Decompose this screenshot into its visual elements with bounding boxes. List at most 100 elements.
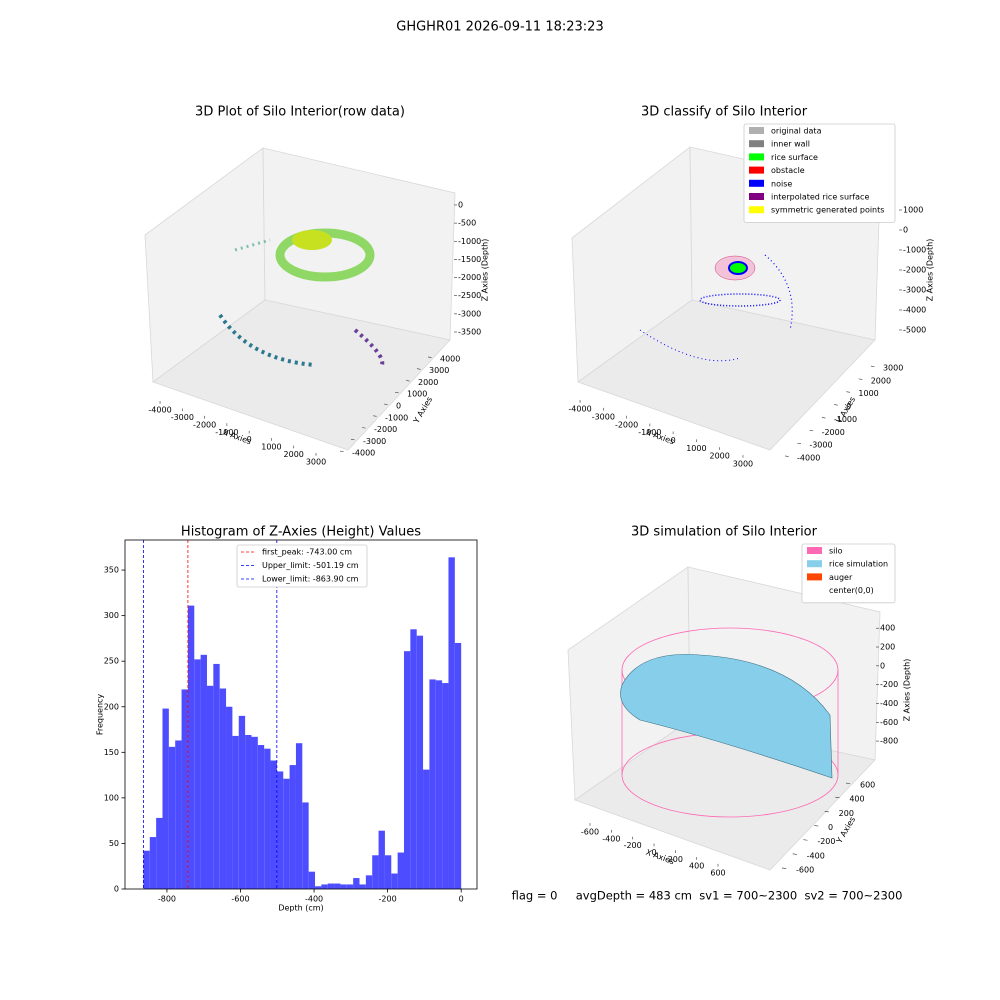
y-tick-label: -4000	[797, 453, 820, 462]
bar	[435, 680, 443, 889]
x-tick-label: 600	[710, 868, 725, 877]
bar	[232, 735, 239, 889]
legend-box	[801, 543, 896, 604]
bar	[162, 708, 169, 889]
bar	[454, 642, 462, 889]
y-tick-label: 100	[104, 793, 119, 802]
y-tick-label: 200	[839, 809, 854, 818]
chart-title: Histogram of Z-Axies (Height) Values	[181, 525, 421, 540]
legend-label: Upper_limit: -501.19 cm	[262, 561, 359, 570]
bar	[308, 871, 316, 889]
legend-swatch	[749, 166, 764, 174]
chart-title: 3D simulation of Silo Interior	[631, 525, 818, 540]
y-tick-label: -3000	[809, 441, 832, 450]
plot-frame	[124, 539, 478, 890]
bar	[289, 765, 296, 889]
legend-label: Lower_limit: -863.90 cm	[262, 575, 359, 584]
y-tick	[824, 811, 829, 813]
x-tick-label: -2000	[193, 420, 216, 429]
z-tick-label: -600	[880, 718, 898, 727]
z-tick-label: 200	[880, 643, 895, 652]
z-tick-label: 0	[880, 661, 885, 670]
bar	[187, 605, 195, 889]
z-axis-label: Z Axies (Depth)	[926, 239, 935, 302]
z-tick-label: -3500	[458, 328, 481, 337]
z-tick-label: -200	[880, 680, 898, 689]
y-tick	[394, 391, 399, 394]
y-axis-label: Frequency	[96, 694, 105, 736]
x-tick-label: -4000	[568, 405, 591, 414]
x-tick-label: -200	[624, 841, 642, 850]
legend-label: auger	[829, 573, 853, 582]
y-tick-label: -2000	[374, 425, 397, 434]
bar	[315, 886, 322, 889]
legend-swatch	[749, 206, 764, 214]
panel-1-box	[144, 147, 456, 451]
y-tick	[797, 442, 801, 445]
legend-swatch	[807, 586, 822, 594]
y-tick-label: 300	[104, 611, 119, 620]
y-tick-label: 600	[860, 781, 875, 790]
y-tick	[803, 839, 808, 841]
z-tick-label: -4000	[903, 306, 926, 315]
y-tick-label: -4000	[352, 449, 375, 458]
bar	[403, 651, 411, 889]
x-tick-label: -2000	[615, 420, 638, 429]
y-tick-label: 3000	[429, 366, 449, 375]
chart-title: 3D Plot of Silo Interior(row data)	[195, 105, 405, 120]
z-tick-label: -2000	[458, 273, 481, 282]
bar	[175, 740, 182, 889]
bar	[372, 855, 379, 889]
bar	[384, 855, 392, 889]
legend-swatch	[749, 140, 764, 148]
z-tick-label: 0	[458, 200, 463, 209]
y-tick	[427, 356, 432, 358]
legend-label: symmetric generated points	[771, 206, 884, 215]
y-tick	[383, 403, 388, 405]
legend-label: inner wall	[771, 140, 810, 149]
x-tick-label: -3000	[592, 412, 615, 421]
y-tick	[361, 427, 366, 429]
bar	[194, 659, 201, 889]
bar	[283, 778, 290, 889]
legend-label: center(0,0)	[829, 586, 874, 595]
z-tick-label: -800	[880, 737, 898, 746]
legend-label: original data	[771, 127, 822, 136]
y-tick-label: 2000	[871, 376, 891, 385]
bar	[276, 771, 284, 889]
y-tick-label: 350	[104, 566, 119, 575]
y-tick	[834, 404, 838, 406]
bar	[416, 635, 424, 889]
legend-label: rice simulation	[829, 560, 888, 569]
bar	[334, 883, 341, 889]
x-tick-label: 2000	[284, 450, 304, 459]
x-tick-label: 3000	[733, 460, 753, 469]
y-tick-label: 150	[104, 748, 119, 757]
z-tick-label: -400	[880, 699, 898, 708]
legend-box	[236, 544, 368, 588]
bar	[245, 735, 252, 889]
x-tick-label: -1000	[215, 428, 238, 437]
x-tick-label: 0	[247, 435, 252, 444]
legend-label: obstacle	[771, 166, 805, 175]
chart-title: 3D classify of Silo Interior	[641, 105, 808, 120]
legend-label: interpolated rice surface	[771, 193, 869, 202]
x-tick-label: -4000	[148, 406, 171, 415]
bar	[448, 557, 455, 889]
x-tick-label: 1000	[261, 443, 281, 452]
bar	[257, 745, 265, 889]
legend-swatch	[749, 179, 764, 187]
legend-swatch	[749, 153, 764, 161]
y-tick-label: -200	[817, 837, 835, 846]
legend-label: silo	[829, 547, 843, 556]
panel-4-box	[567, 566, 881, 871]
x-tick-label: -200	[379, 895, 397, 904]
bar	[219, 688, 227, 889]
y-tick	[784, 455, 789, 457]
z-tick-label: -500	[458, 219, 476, 228]
y-tick	[792, 853, 797, 855]
z-tick-label: -2500	[458, 291, 481, 300]
bar	[149, 837, 157, 889]
status-text: flag = 0 avgDepth = 483 cm sv1 = 700~230…	[512, 889, 903, 903]
y-tick	[858, 378, 863, 380]
